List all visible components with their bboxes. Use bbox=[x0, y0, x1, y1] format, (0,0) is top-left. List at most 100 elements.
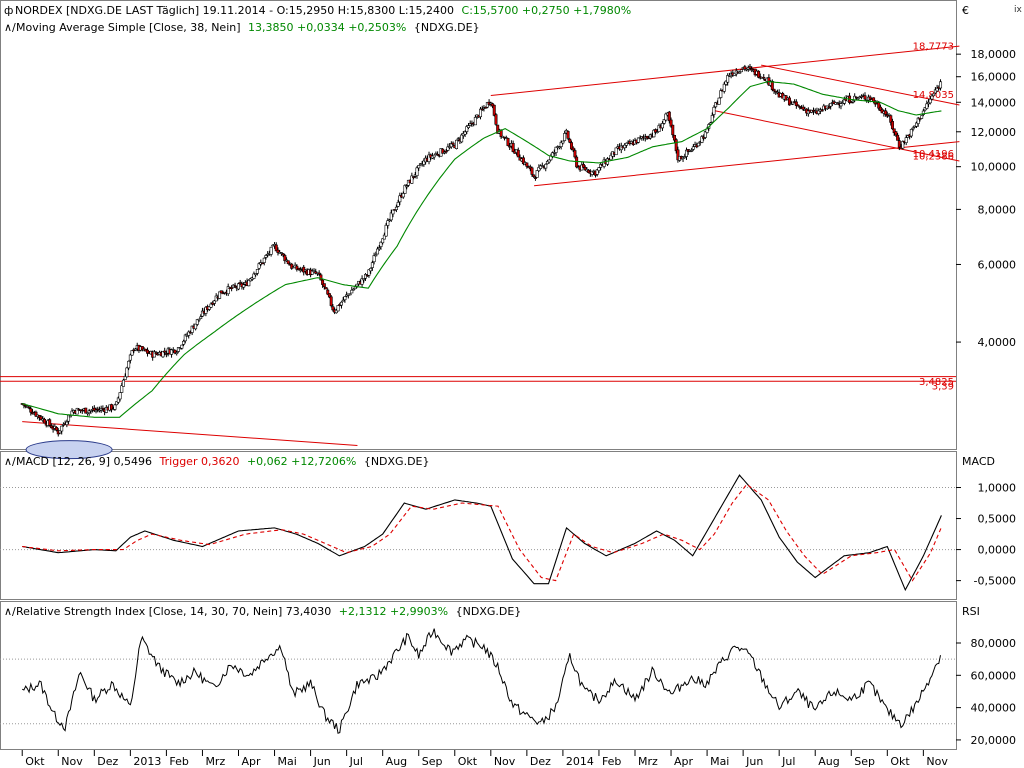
candle-body bbox=[286, 260, 290, 265]
candle-440 bbox=[774, 90, 778, 95]
candle-210 bbox=[379, 241, 383, 250]
candle-body bbox=[506, 138, 510, 146]
candle-body bbox=[164, 353, 168, 355]
candle-body bbox=[376, 248, 380, 255]
price-tick-label: 8,0000 bbox=[978, 203, 1017, 216]
candle-body bbox=[719, 90, 723, 98]
candle-422 bbox=[743, 64, 747, 72]
candle-9 bbox=[34, 410, 38, 417]
x-tick-label: Mrz bbox=[205, 755, 225, 768]
candle-18 bbox=[49, 423, 53, 429]
candle-body bbox=[297, 268, 301, 271]
candle-body bbox=[190, 325, 194, 333]
candle-14 bbox=[43, 417, 47, 424]
candle-61 bbox=[123, 373, 127, 380]
x-tick-label: 2014 bbox=[566, 755, 594, 768]
candle-262 bbox=[468, 120, 472, 127]
candle-6 bbox=[29, 405, 33, 416]
candle-519 bbox=[909, 128, 913, 138]
x-tick-label: Mai bbox=[710, 755, 729, 768]
candle-body bbox=[146, 349, 150, 354]
candle-body bbox=[410, 175, 414, 184]
candle-body bbox=[401, 193, 405, 198]
candle-208 bbox=[376, 246, 380, 255]
candle-209 bbox=[377, 245, 381, 252]
candle-body bbox=[351, 288, 355, 291]
candle-body bbox=[226, 286, 230, 295]
candle-body bbox=[877, 102, 881, 109]
candle-body bbox=[362, 278, 366, 281]
candle-body bbox=[557, 146, 561, 148]
candle-206 bbox=[372, 252, 376, 265]
candle-501 bbox=[878, 104, 882, 112]
candle-body bbox=[885, 114, 889, 117]
candle-215 bbox=[388, 218, 392, 222]
candle-290 bbox=[516, 147, 520, 158]
candle-63 bbox=[127, 360, 131, 371]
symbol-handle-icon[interactable]: ф bbox=[4, 4, 13, 17]
candle-53 bbox=[109, 403, 113, 413]
candle-65 bbox=[130, 350, 134, 356]
candle-body bbox=[173, 349, 177, 354]
candle-body bbox=[836, 102, 840, 104]
candle-body bbox=[932, 93, 936, 97]
candle-252 bbox=[451, 141, 455, 147]
candle-body bbox=[672, 134, 676, 141]
candle-224 bbox=[403, 184, 407, 194]
candle-body bbox=[283, 255, 287, 262]
candle-344 bbox=[609, 152, 613, 161]
moving-average-line bbox=[22, 81, 942, 418]
candle-body bbox=[757, 70, 761, 78]
candle-body bbox=[48, 419, 52, 426]
candle-111 bbox=[209, 302, 213, 309]
highlight-layer bbox=[25, 440, 113, 460]
candle-body bbox=[533, 177, 537, 179]
candle-472 bbox=[829, 102, 833, 110]
candle-body bbox=[197, 318, 201, 321]
candle-347 bbox=[614, 147, 618, 156]
candle-259 bbox=[463, 130, 467, 138]
candle-body bbox=[901, 141, 905, 149]
candle-body bbox=[389, 212, 393, 221]
candle-133 bbox=[247, 279, 251, 287]
candle-106 bbox=[200, 307, 204, 317]
candle-388 bbox=[684, 147, 688, 160]
candle-271 bbox=[484, 106, 488, 109]
candle-156 bbox=[286, 260, 290, 265]
candle-body bbox=[569, 142, 573, 150]
svg-text:Moving Average Simple [Close,: Moving Average Simple [Close, 38, Nein] … bbox=[16, 21, 480, 34]
candle-116 bbox=[218, 291, 222, 300]
price-tick-label: 18,0000 bbox=[971, 48, 1017, 61]
x-tick-label: Okt bbox=[25, 755, 45, 768]
candle-199 bbox=[360, 275, 364, 288]
candle-body bbox=[120, 385, 124, 393]
candle-body bbox=[436, 153, 440, 156]
candle-456 bbox=[801, 104, 805, 112]
candle-180 bbox=[327, 293, 331, 299]
candle-body bbox=[928, 98, 932, 104]
candle-219 bbox=[394, 204, 398, 213]
candle-body bbox=[89, 409, 93, 412]
candle-182 bbox=[331, 304, 335, 312]
trend-line-5 bbox=[761, 64, 960, 106]
candle-body bbox=[817, 110, 821, 114]
candle-body bbox=[96, 408, 100, 411]
candle-body bbox=[386, 220, 390, 226]
candle-179 bbox=[326, 288, 330, 296]
candle-276 bbox=[492, 104, 496, 117]
ma-handle-icon[interactable]: ∧∕ bbox=[4, 21, 16, 34]
candle-body bbox=[353, 286, 357, 290]
candle-body bbox=[465, 126, 469, 132]
candle-body bbox=[388, 219, 392, 222]
candle-439 bbox=[772, 88, 776, 94]
trend-line-2 bbox=[490, 45, 960, 97]
candle-90 bbox=[173, 349, 177, 355]
candlestick-layer bbox=[20, 63, 943, 437]
candle-body bbox=[377, 247, 381, 250]
rsi-handle-icon[interactable]: ∧∕ bbox=[4, 605, 16, 618]
macd-handle-icon[interactable]: ∧∕ bbox=[4, 455, 16, 468]
candle-207 bbox=[374, 251, 378, 257]
corner-icon[interactable]: ix bbox=[1014, 5, 1023, 15]
candle-body bbox=[432, 154, 436, 158]
